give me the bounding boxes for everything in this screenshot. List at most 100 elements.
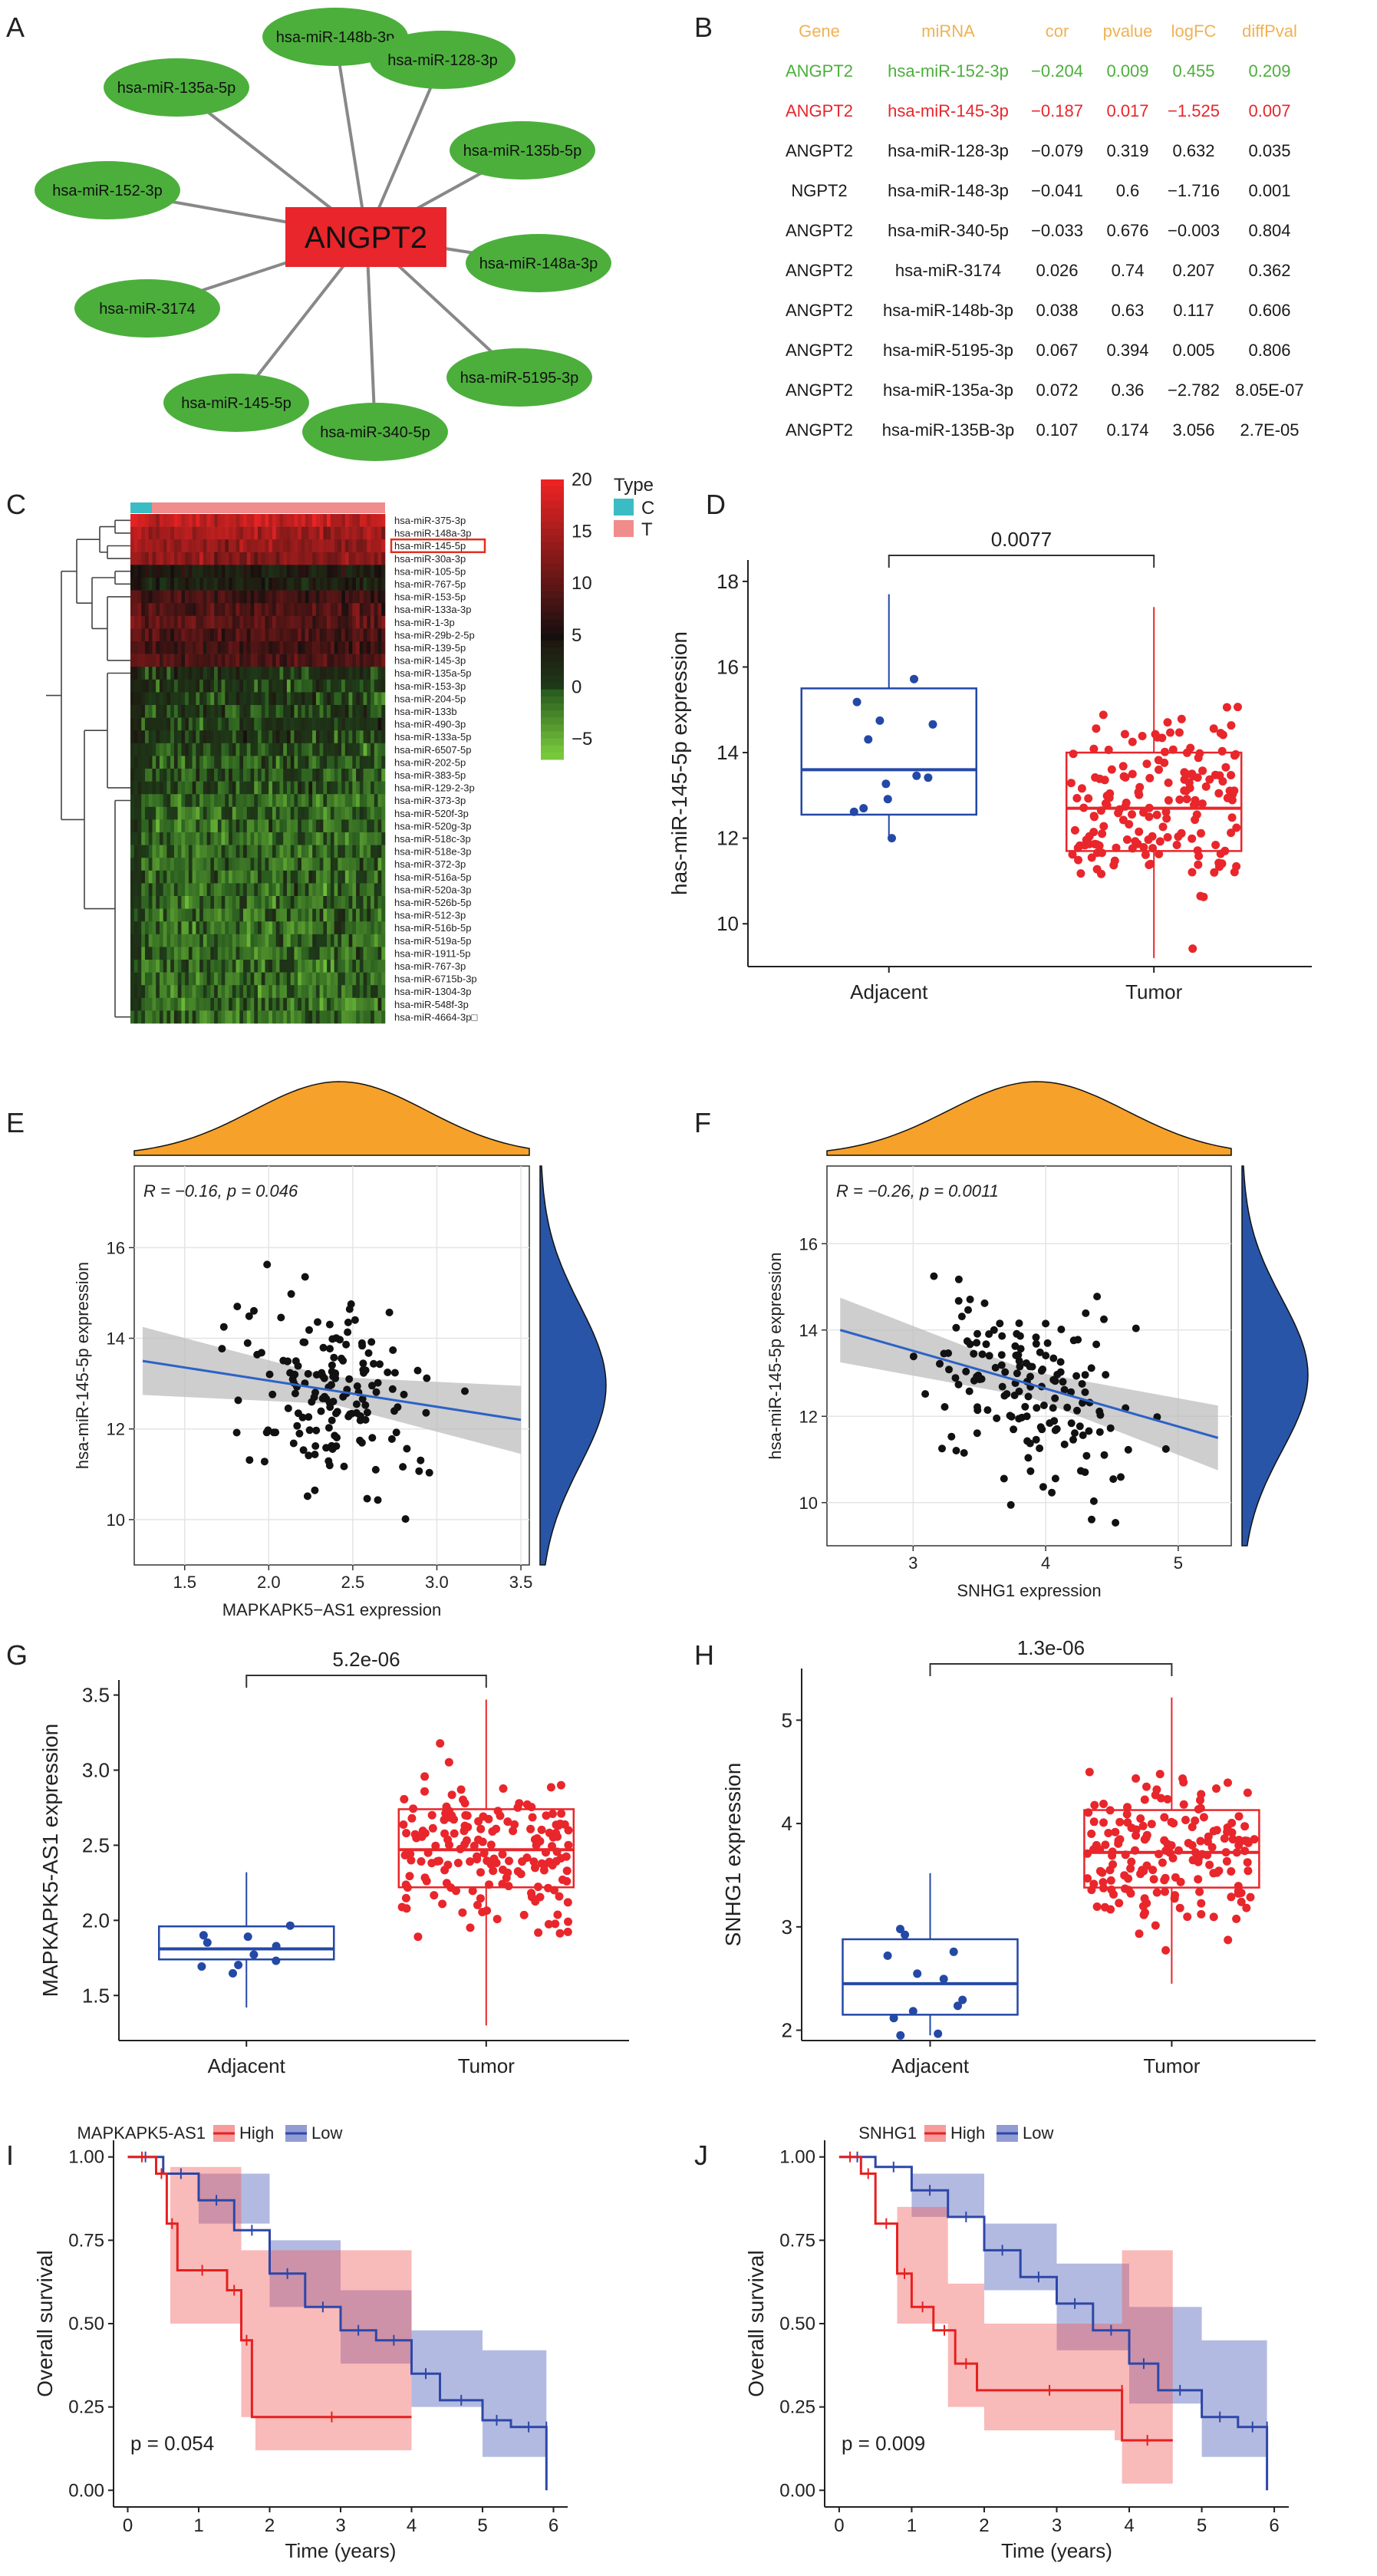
heatmap-cell xyxy=(173,578,178,591)
heatmap-cell xyxy=(341,615,346,629)
heatmap-cell xyxy=(377,679,382,693)
heatmap-cell xyxy=(367,756,371,769)
heatmap-cell xyxy=(236,603,240,617)
heatmap-cell xyxy=(217,997,222,1011)
colorbar-step xyxy=(541,493,564,501)
heatmap-cell xyxy=(177,679,182,693)
data-point xyxy=(1183,1912,1192,1922)
y-tick-label: 0.50 xyxy=(68,2314,104,2334)
heatmap-cell xyxy=(221,845,226,858)
heatmap-cell xyxy=(181,781,186,795)
heatmap-cell xyxy=(348,628,353,642)
heatmap-cell xyxy=(338,552,342,565)
x-tick-label: Adjacent xyxy=(850,980,928,1003)
data-point xyxy=(553,1832,562,1841)
heatmap-cell xyxy=(217,514,222,527)
heatmap-cell xyxy=(272,667,277,680)
heatmap-cell xyxy=(294,526,298,540)
heatmap-cell xyxy=(196,692,200,706)
heatmap-cell xyxy=(371,692,375,706)
heatmap-cell xyxy=(130,921,135,935)
colorbar-step xyxy=(541,724,564,732)
heatmap-cell xyxy=(374,539,378,553)
data-point xyxy=(1098,829,1107,838)
heatmap-cell xyxy=(159,514,163,527)
heatmap-cell xyxy=(374,743,378,756)
heatmap-cell xyxy=(261,654,265,667)
heatmap-cell xyxy=(352,692,357,706)
heatmap-cell xyxy=(221,960,226,973)
heatmap-cell xyxy=(290,756,295,769)
data-point xyxy=(1095,1866,1105,1876)
data-point xyxy=(1207,1843,1217,1852)
heatmap-cell xyxy=(173,972,178,986)
box-iqr xyxy=(842,1938,1019,2016)
data-point xyxy=(1067,1388,1076,1396)
heatmap-cell xyxy=(246,552,251,565)
data-point xyxy=(978,1350,987,1359)
heatmap-cell xyxy=(137,641,142,654)
colorbar-step xyxy=(541,696,564,704)
heatmap-cell xyxy=(338,858,342,871)
heatmap-cell xyxy=(199,972,204,986)
heatmap-cell xyxy=(130,565,135,578)
heatmap-cell xyxy=(330,781,334,795)
heatmap-cell xyxy=(265,526,269,540)
heatmap-cell xyxy=(381,692,386,706)
colorbar-step xyxy=(541,479,564,487)
heatmap-cell xyxy=(243,539,248,553)
heatmap-cell xyxy=(236,896,240,909)
data-point xyxy=(453,1859,463,1867)
heatmap-cell xyxy=(371,756,375,769)
heatmap-cell xyxy=(290,603,295,617)
heatmap-cell xyxy=(330,845,334,858)
colorbar-tick: −5 xyxy=(572,729,592,749)
heatmap-cell xyxy=(159,615,163,629)
heatmap-cell xyxy=(323,514,328,527)
data-point xyxy=(1151,1921,1160,1930)
heatmap-cell xyxy=(301,641,305,654)
heatmap-cell xyxy=(210,870,215,884)
heatmap-cell xyxy=(286,578,291,591)
heatmap-cell xyxy=(206,896,211,909)
data-point xyxy=(1069,749,1078,759)
heatmap-cell xyxy=(254,641,259,654)
heatmap-cell xyxy=(163,730,167,744)
heatmap-cell xyxy=(250,870,255,884)
heatmap-cell xyxy=(156,552,160,565)
colorbar-tick: 20 xyxy=(572,469,592,490)
data-point xyxy=(985,1330,993,1339)
heatmap-cell xyxy=(344,896,349,909)
heatmap-cell xyxy=(181,539,186,553)
heatmap-cell xyxy=(225,641,229,654)
data-point xyxy=(540,1860,549,1869)
heatmap-cell xyxy=(352,972,357,986)
heatmap-cell xyxy=(298,628,302,642)
data-point xyxy=(1209,1869,1218,1878)
heatmap-cell xyxy=(348,730,353,744)
heatmap-cell xyxy=(377,667,382,680)
heatmap-cell xyxy=(301,692,305,706)
heatmap-cell xyxy=(239,615,244,629)
heatmap-cell xyxy=(348,870,353,884)
data-point xyxy=(1191,1816,1200,1825)
heatmap-cell xyxy=(334,539,338,553)
heatmap-cell xyxy=(319,730,324,744)
heatmap-cell xyxy=(341,960,346,973)
heatmap-cell xyxy=(352,590,357,604)
heatmap-cell xyxy=(312,730,317,744)
heatmap-cell xyxy=(363,908,367,922)
heatmap-cell xyxy=(221,552,226,565)
heatmap-cell xyxy=(294,997,298,1011)
heatmap-cell xyxy=(221,756,226,769)
heatmap-cell xyxy=(225,654,229,667)
heatmap-cell xyxy=(254,654,259,667)
heatmap-cell xyxy=(163,781,167,795)
heatmap-cell xyxy=(315,603,320,617)
heatmap-row-label: hsa-miR-1304-3p xyxy=(394,986,471,997)
heatmap-cell xyxy=(141,972,146,986)
heatmap-cell xyxy=(381,947,386,960)
heatmap-cell xyxy=(359,692,364,706)
data-point xyxy=(1135,1929,1144,1939)
table-header-cor: cor xyxy=(1046,21,1069,41)
